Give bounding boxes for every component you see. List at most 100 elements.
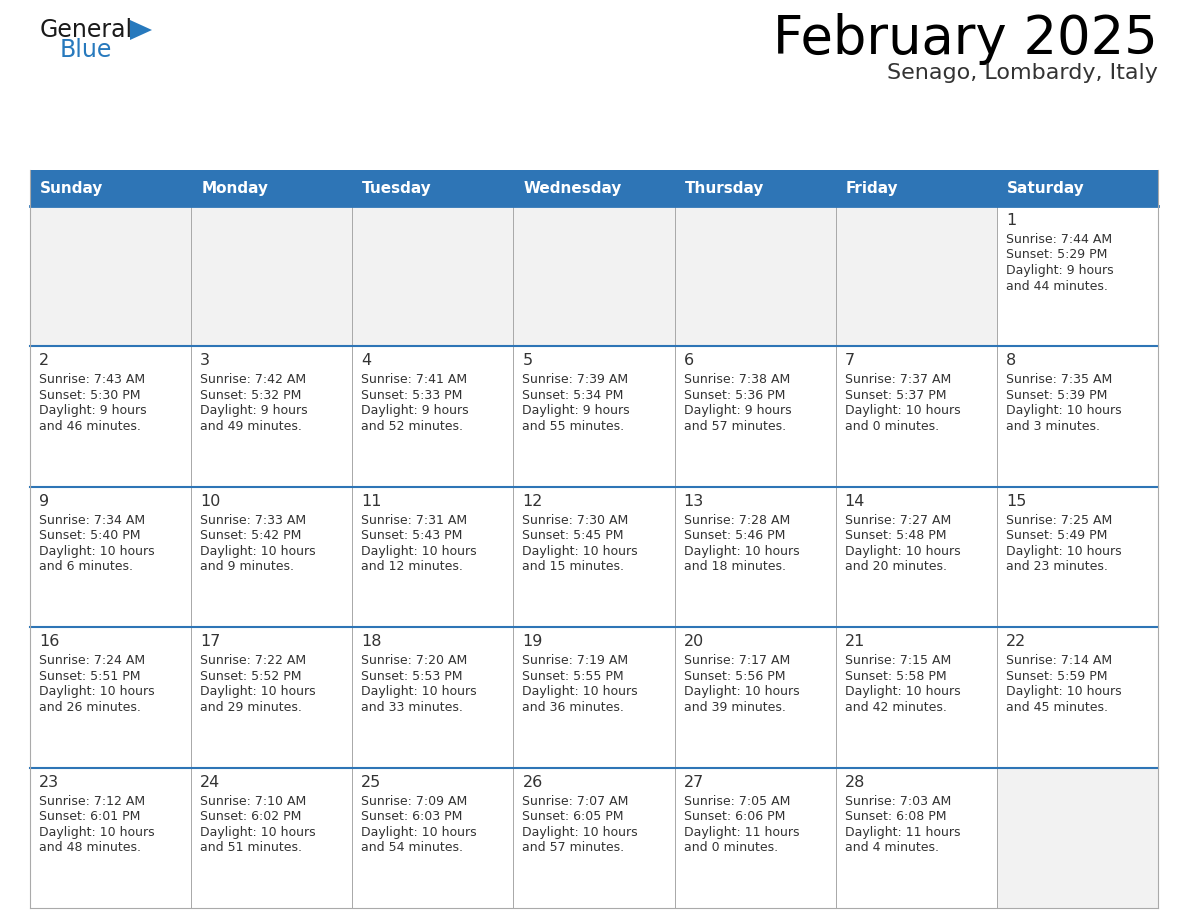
Text: and 15 minutes.: and 15 minutes.: [523, 560, 625, 574]
Text: Sunset: 5:37 PM: Sunset: 5:37 PM: [845, 389, 946, 402]
Text: and 6 minutes.: and 6 minutes.: [39, 560, 133, 574]
Text: Sunrise: 7:44 AM: Sunrise: 7:44 AM: [1006, 233, 1112, 246]
Text: and 29 minutes.: and 29 minutes.: [200, 700, 302, 713]
Text: Daylight: 10 hours: Daylight: 10 hours: [1006, 544, 1121, 558]
Text: Sunset: 5:49 PM: Sunset: 5:49 PM: [1006, 530, 1107, 543]
Text: Thursday: Thursday: [684, 181, 764, 196]
Text: and 4 minutes.: and 4 minutes.: [845, 841, 939, 854]
Text: Sunset: 5:45 PM: Sunset: 5:45 PM: [523, 530, 624, 543]
Text: Daylight: 10 hours: Daylight: 10 hours: [1006, 685, 1121, 699]
Text: Daylight: 10 hours: Daylight: 10 hours: [200, 825, 316, 839]
Text: Sunset: 5:48 PM: Sunset: 5:48 PM: [845, 530, 946, 543]
Bar: [30, 346, 191, 487]
Text: Daylight: 10 hours: Daylight: 10 hours: [523, 825, 638, 839]
Text: Sunrise: 7:09 AM: Sunrise: 7:09 AM: [361, 795, 468, 808]
Text: Sunrise: 7:34 AM: Sunrise: 7:34 AM: [39, 514, 145, 527]
Text: Daylight: 10 hours: Daylight: 10 hours: [361, 544, 476, 558]
Text: 11: 11: [361, 494, 381, 509]
Text: 23: 23: [39, 775, 59, 789]
Text: Sunset: 5:51 PM: Sunset: 5:51 PM: [39, 670, 140, 683]
Text: 7: 7: [845, 353, 855, 368]
Text: Daylight: 9 hours: Daylight: 9 hours: [39, 405, 146, 418]
Text: Daylight: 9 hours: Daylight: 9 hours: [1006, 264, 1113, 277]
Text: 8: 8: [1006, 353, 1016, 368]
Text: Friday: Friday: [846, 181, 898, 196]
Text: and 12 minutes.: and 12 minutes.: [361, 560, 463, 574]
Bar: [353, 627, 513, 767]
Text: Saturday: Saturday: [1007, 181, 1085, 196]
Text: 3: 3: [200, 353, 210, 368]
Text: 15: 15: [1006, 494, 1026, 509]
Text: Sunset: 5:32 PM: Sunset: 5:32 PM: [200, 389, 302, 402]
Bar: [513, 346, 675, 487]
Text: 12: 12: [523, 494, 543, 509]
Text: 9: 9: [39, 494, 49, 509]
Bar: [513, 487, 675, 627]
Text: 14: 14: [845, 494, 865, 509]
Text: Sunrise: 7:27 AM: Sunrise: 7:27 AM: [845, 514, 950, 527]
Bar: [30, 170, 1158, 206]
Text: Sunrise: 7:19 AM: Sunrise: 7:19 AM: [523, 655, 628, 667]
Text: Sunset: 5:59 PM: Sunset: 5:59 PM: [1006, 670, 1107, 683]
Text: Daylight: 10 hours: Daylight: 10 hours: [523, 685, 638, 699]
Text: Sunset: 5:42 PM: Sunset: 5:42 PM: [200, 530, 302, 543]
Text: Daylight: 10 hours: Daylight: 10 hours: [200, 685, 316, 699]
Bar: [513, 206, 675, 346]
Text: 27: 27: [683, 775, 703, 789]
Text: 19: 19: [523, 634, 543, 649]
Bar: [513, 767, 675, 908]
Text: Sunrise: 7:31 AM: Sunrise: 7:31 AM: [361, 514, 467, 527]
Bar: [675, 767, 835, 908]
Text: 10: 10: [200, 494, 221, 509]
Bar: [30, 487, 191, 627]
Text: Sunrise: 7:38 AM: Sunrise: 7:38 AM: [683, 374, 790, 386]
Text: Daylight: 10 hours: Daylight: 10 hours: [845, 685, 960, 699]
Text: Wednesday: Wednesday: [524, 181, 621, 196]
Text: and 23 minutes.: and 23 minutes.: [1006, 560, 1107, 574]
Text: Daylight: 10 hours: Daylight: 10 hours: [39, 544, 154, 558]
Bar: [513, 627, 675, 767]
Text: Sunrise: 7:03 AM: Sunrise: 7:03 AM: [845, 795, 950, 808]
Text: Sunrise: 7:43 AM: Sunrise: 7:43 AM: [39, 374, 145, 386]
Text: Daylight: 11 hours: Daylight: 11 hours: [845, 825, 960, 839]
Text: Daylight: 10 hours: Daylight: 10 hours: [845, 405, 960, 418]
Text: Sunrise: 7:24 AM: Sunrise: 7:24 AM: [39, 655, 145, 667]
Text: Sunset: 6:01 PM: Sunset: 6:01 PM: [39, 810, 140, 823]
Text: Sunrise: 7:42 AM: Sunrise: 7:42 AM: [200, 374, 307, 386]
Text: 16: 16: [39, 634, 59, 649]
Text: Daylight: 10 hours: Daylight: 10 hours: [39, 685, 154, 699]
Text: and 52 minutes.: and 52 minutes.: [361, 420, 463, 433]
Text: Daylight: 9 hours: Daylight: 9 hours: [200, 405, 308, 418]
Text: Daylight: 11 hours: Daylight: 11 hours: [683, 825, 800, 839]
Text: and 33 minutes.: and 33 minutes.: [361, 700, 463, 713]
Text: Daylight: 10 hours: Daylight: 10 hours: [361, 825, 476, 839]
Text: Sunrise: 7:15 AM: Sunrise: 7:15 AM: [845, 655, 950, 667]
Text: Sunrise: 7:05 AM: Sunrise: 7:05 AM: [683, 795, 790, 808]
Text: Sunset: 5:36 PM: Sunset: 5:36 PM: [683, 389, 785, 402]
Text: Daylight: 10 hours: Daylight: 10 hours: [200, 544, 316, 558]
Text: 6: 6: [683, 353, 694, 368]
Text: Sunset: 6:05 PM: Sunset: 6:05 PM: [523, 810, 624, 823]
Text: Sunrise: 7:17 AM: Sunrise: 7:17 AM: [683, 655, 790, 667]
Text: and 3 minutes.: and 3 minutes.: [1006, 420, 1100, 433]
Bar: [997, 346, 1158, 487]
Text: Sunrise: 7:39 AM: Sunrise: 7:39 AM: [523, 374, 628, 386]
Bar: [675, 206, 835, 346]
Text: Daylight: 9 hours: Daylight: 9 hours: [361, 405, 469, 418]
Bar: [30, 627, 191, 767]
Text: 4: 4: [361, 353, 372, 368]
Text: 26: 26: [523, 775, 543, 789]
Text: Sunrise: 7:25 AM: Sunrise: 7:25 AM: [1006, 514, 1112, 527]
Text: Sunrise: 7:35 AM: Sunrise: 7:35 AM: [1006, 374, 1112, 386]
Text: and 26 minutes.: and 26 minutes.: [39, 700, 141, 713]
Bar: [997, 206, 1158, 346]
Text: Sunrise: 7:10 AM: Sunrise: 7:10 AM: [200, 795, 307, 808]
Text: and 0 minutes.: and 0 minutes.: [845, 420, 939, 433]
Text: and 44 minutes.: and 44 minutes.: [1006, 279, 1107, 293]
Text: 13: 13: [683, 494, 703, 509]
Bar: [835, 206, 997, 346]
Bar: [835, 627, 997, 767]
Text: February 2025: February 2025: [773, 13, 1158, 65]
Text: and 18 minutes.: and 18 minutes.: [683, 560, 785, 574]
Text: 20: 20: [683, 634, 703, 649]
